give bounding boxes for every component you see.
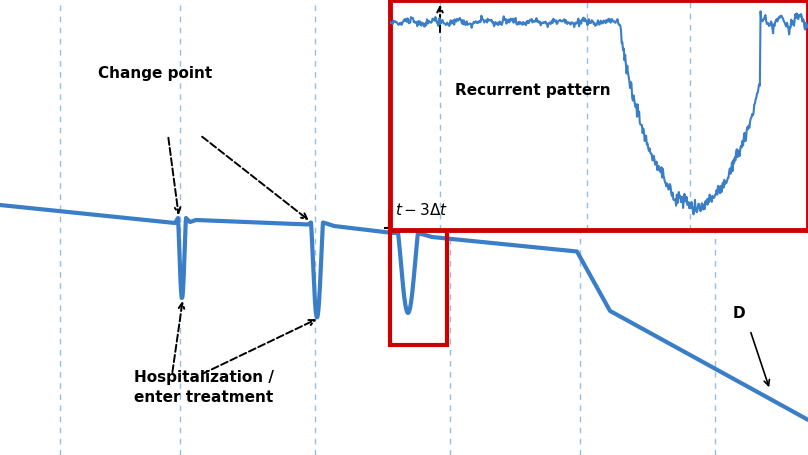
- Text: Change point: Change point: [98, 66, 213, 81]
- Text: Hospitalization /
enter treatment: Hospitalization / enter treatment: [134, 370, 274, 405]
- Text: Recurrent pattern: Recurrent pattern: [455, 83, 611, 98]
- Bar: [390, 212, 447, 345]
- Text: D: D: [733, 306, 746, 321]
- Text: $t - 3\Delta t$: $t - 3\Delta t$: [395, 202, 448, 218]
